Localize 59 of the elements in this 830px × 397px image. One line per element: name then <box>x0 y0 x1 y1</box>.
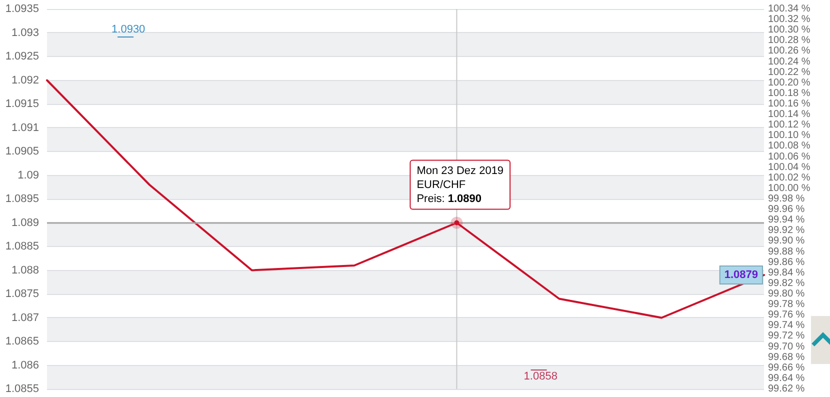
y-tick-label: 1.0925 <box>5 50 39 62</box>
y-tick-label: 1.0855 <box>5 383 39 395</box>
y2-tick-label: 100.34 % <box>768 4 810 14</box>
y2-tick-label: 100.22 % <box>768 66 810 78</box>
y2-tick-label: 100.20 % <box>768 77 810 88</box>
y2-tick-label: 99.82 % <box>768 278 805 289</box>
y2-tick-label: 99.92 % <box>768 225 805 236</box>
y2-tick-label: 99.66 % <box>768 362 805 374</box>
y2-tick-label: 99.90 % <box>768 236 805 247</box>
y2-tick-label: 100.18 % <box>768 88 810 99</box>
y2-tick-label: 99.72 % <box>768 330 805 342</box>
y-tick-label: 1.0875 <box>5 288 39 300</box>
y-tick-label: 1.09 <box>18 169 39 182</box>
y-tick-label: 1.088 <box>11 264 39 276</box>
y-tick-label: 1.087 <box>11 312 39 324</box>
y-tick-label: 1.0865 <box>5 336 39 348</box>
y2-tick-label: 100.12 % <box>768 120 810 131</box>
y2-tick-label: 100.32 % <box>768 14 810 26</box>
y-tick-label: 1.092 <box>11 74 39 86</box>
y-tick-label: 1.093 <box>11 26 39 39</box>
y2-tick-label: 99.86 % <box>768 256 805 268</box>
y2-tick-label: 99.88 % <box>768 246 805 258</box>
y2-tick-label: 99.64 % <box>768 372 805 384</box>
y-tick-label: 1.0895 <box>5 193 39 205</box>
annotation: 1.0930 <box>112 24 146 36</box>
y-tick-label: 1.0915 <box>5 98 39 110</box>
y2-tick-label: 100.24 % <box>768 56 810 68</box>
y-tick-label: 1.089 <box>11 216 39 229</box>
data-label: 1.0879 <box>724 269 758 281</box>
y2-tick-label: 99.78 % <box>768 299 805 310</box>
y2-tick-label: 99.76 % <box>768 310 805 321</box>
y2-tick-label: 100.30 % <box>768 24 810 36</box>
y2-tick-label: 99.96 % <box>768 204 805 216</box>
y-tick-label: 1.0885 <box>5 240 39 252</box>
y2-tick-label: 99.84 % <box>768 267 805 278</box>
y2-tick-label: 99.70 % <box>768 341 805 352</box>
y2-tick-label: 100.08 % <box>768 140 810 152</box>
y2-tick-label: 100.14 % <box>768 109 810 120</box>
y2-tick-label: 99.98 % <box>768 194 805 204</box>
y2-tick-label: 99.62 % <box>768 384 805 394</box>
line-series <box>46 79 765 319</box>
y2-tick-label: 99.80 % <box>768 288 805 300</box>
y2-tick-label: 100.00 % <box>768 182 810 194</box>
y-tick-label: 1.0905 <box>5 146 39 158</box>
y2-tick-label: 100.10 % <box>768 130 810 142</box>
y2-tick-label: 99.74 % <box>768 320 805 332</box>
y2-tick-label: 100.26 % <box>768 46 810 57</box>
y2-tick-label: 100.28 % <box>768 35 810 46</box>
y-tick-label: 1.091 <box>11 122 39 134</box>
y-tick-label: 1.086 <box>11 359 39 372</box>
y2-tick-label: 99.68 % <box>768 352 805 363</box>
y2-tick-label: 100.16 % <box>768 98 810 110</box>
annotation: 1.0858 <box>524 370 558 382</box>
y-tick-label: 1.0935 <box>5 3 39 15</box>
y2-tick-label: 100.06 % <box>768 151 810 162</box>
y2-tick-label: 100.02 % <box>768 172 810 184</box>
annotation: Mon 23 Dez 2019 EUR/CHF Preis: 1.0890 <box>416 164 504 205</box>
y2-tick-label: 99.94 % <box>768 214 805 226</box>
y2-tick-label: 100.04 % <box>768 162 810 173</box>
